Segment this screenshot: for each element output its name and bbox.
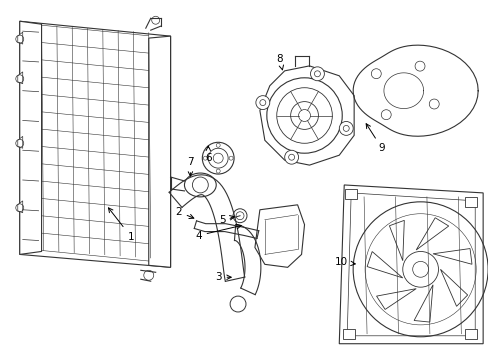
Text: 4: 4 bbox=[195, 224, 241, 240]
Circle shape bbox=[311, 67, 324, 81]
Circle shape bbox=[339, 121, 353, 135]
Text: 2: 2 bbox=[175, 207, 194, 219]
Polygon shape bbox=[260, 66, 354, 165]
Ellipse shape bbox=[184, 173, 216, 197]
Polygon shape bbox=[18, 136, 23, 148]
Bar bbox=[343, 329, 355, 339]
Circle shape bbox=[415, 61, 425, 71]
Bar bbox=[466, 197, 477, 207]
Polygon shape bbox=[255, 205, 305, 267]
Polygon shape bbox=[18, 72, 23, 84]
Text: 10: 10 bbox=[335, 257, 355, 267]
Circle shape bbox=[233, 209, 247, 223]
Text: 7: 7 bbox=[187, 157, 194, 176]
Bar bbox=[466, 329, 477, 339]
Text: 9: 9 bbox=[366, 124, 385, 153]
Polygon shape bbox=[18, 32, 23, 44]
Text: 5: 5 bbox=[219, 215, 234, 225]
Bar bbox=[345, 189, 357, 199]
Circle shape bbox=[371, 69, 381, 78]
Polygon shape bbox=[339, 185, 483, 344]
Text: 3: 3 bbox=[215, 272, 231, 282]
Circle shape bbox=[381, 110, 391, 120]
Text: 1: 1 bbox=[108, 208, 134, 242]
Circle shape bbox=[429, 99, 439, 109]
Polygon shape bbox=[149, 36, 171, 267]
Text: 8: 8 bbox=[276, 54, 284, 70]
Circle shape bbox=[285, 150, 298, 164]
Polygon shape bbox=[20, 21, 42, 255]
Circle shape bbox=[256, 96, 270, 109]
Polygon shape bbox=[18, 201, 23, 213]
Text: 6: 6 bbox=[205, 146, 212, 163]
Circle shape bbox=[202, 142, 234, 174]
